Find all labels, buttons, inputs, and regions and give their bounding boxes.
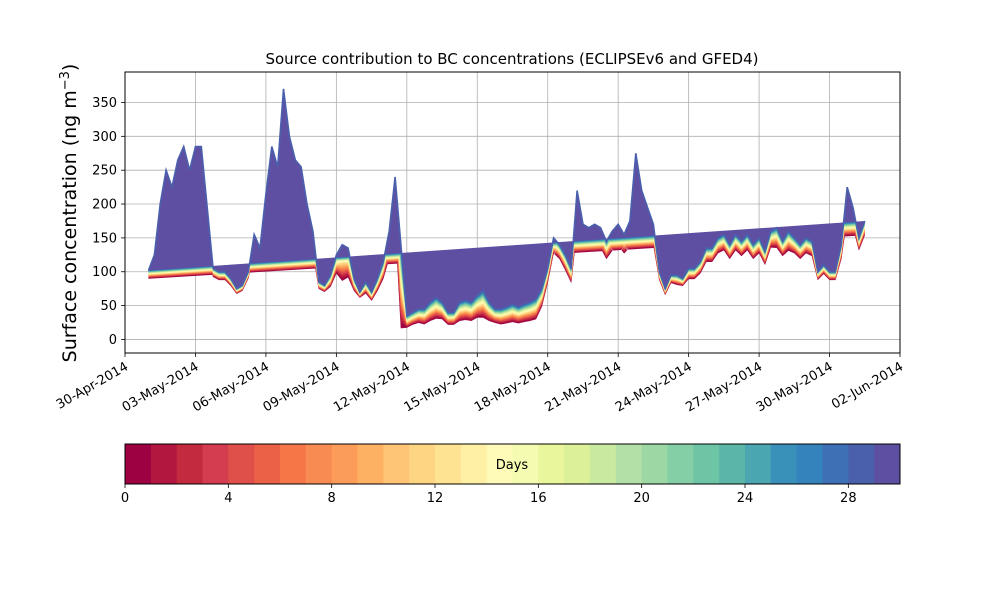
y-axis-label-suffix: ) (59, 64, 81, 71)
x-tick-label: 18-May-2014 (472, 359, 554, 415)
colorbar-segment (486, 444, 513, 484)
colorbar-segment (874, 444, 901, 484)
colorbar-segment (202, 444, 229, 484)
colorbar-segment (125, 444, 152, 484)
total-outline-line (147, 88, 866, 318)
colorbar-segment (615, 444, 643, 484)
y-tick-label: 250 (92, 164, 117, 179)
colorbar-tick-label: 24 (737, 491, 754, 506)
colorbar-segment (590, 444, 617, 484)
y-tick-label: 100 (92, 265, 117, 280)
colorbar-tick-label: 20 (633, 491, 650, 506)
colorbar-segment (512, 444, 539, 484)
chart-title: Source contribution to BC concentrations… (265, 50, 758, 68)
colorbar-segment (538, 444, 565, 484)
colorbar-segment (848, 444, 875, 484)
colorbar-segment (796, 444, 823, 484)
x-tick-label: 24-May-2014 (613, 359, 695, 415)
colorbar-segment (667, 444, 694, 484)
x-tick-label: 30-May-2014 (754, 359, 836, 415)
colorbar-segment (176, 444, 203, 484)
colorbar-frame (124, 443, 901, 485)
colorbar-segment (745, 444, 772, 484)
colorbar-segment (770, 444, 798, 484)
colorbar-segment (357, 444, 384, 484)
colorbar-label: Days (496, 458, 529, 473)
colorbar-segment (564, 444, 591, 484)
x-tick-label: 27-May-2014 (683, 359, 765, 415)
colorbar-tick-label: 4 (224, 491, 232, 506)
colorbar-tick-label: 28 (840, 491, 857, 506)
colorbar-segment (435, 444, 462, 484)
x-tick-label: 15-May-2014 (402, 359, 484, 415)
colorbar-segment (693, 444, 720, 484)
colorbar-segment (254, 444, 281, 484)
colorbar-segment (150, 444, 178, 484)
y-tick-label: 300 (92, 130, 117, 145)
colorbar: 0 4 8 12 16 20 24 28 (121, 443, 901, 506)
y-tick-label: 150 (92, 231, 117, 246)
colorbar-segment (280, 444, 307, 484)
x-tick-label: 21-May-2014 (543, 359, 625, 415)
x-tick-label: 30-Apr-2014 (54, 359, 131, 412)
y-axis-label-text: Surface concentration (ng m (59, 90, 81, 362)
colorbar-segment (383, 444, 410, 484)
colorbar-segment (228, 444, 255, 484)
colorbar-segment (460, 444, 488, 484)
colorbar-segment (409, 444, 436, 484)
colorbar-tick-label: 16 (530, 491, 547, 506)
colorbar-segment (331, 444, 358, 484)
x-tick-label: 06-May-2014 (190, 359, 272, 415)
colorbar-segment (719, 444, 746, 484)
y-axis-label-unit-superscript: −3 (58, 71, 73, 90)
stacked-area-bands (147, 88, 866, 329)
colorbar-tick-label: 12 (427, 491, 444, 506)
plot-frame (124, 71, 901, 354)
y-tick-label: 0 (109, 333, 117, 348)
y-tick-label: 50 (100, 299, 117, 314)
x-tick-label: 12-May-2014 (331, 359, 413, 415)
colorbar-segment (822, 444, 849, 484)
x-tick-label: 09-May-2014 (261, 359, 343, 415)
y-tick-label: 200 (92, 198, 117, 213)
colorbar-segment (641, 444, 668, 484)
x-tick-label: 03-May-2014 (120, 359, 202, 415)
area-band-day-29 (148, 88, 865, 317)
y-axis-label: Surface concentration (ng m−3) (58, 64, 81, 363)
colorbar-segment (305, 444, 333, 484)
colorbar-tick-label: 0 (121, 491, 129, 506)
y-tick-label: 350 (92, 96, 117, 111)
x-tick-label: 02-Jun-2014 (829, 359, 906, 412)
colorbar-tick-label: 8 (328, 491, 336, 506)
